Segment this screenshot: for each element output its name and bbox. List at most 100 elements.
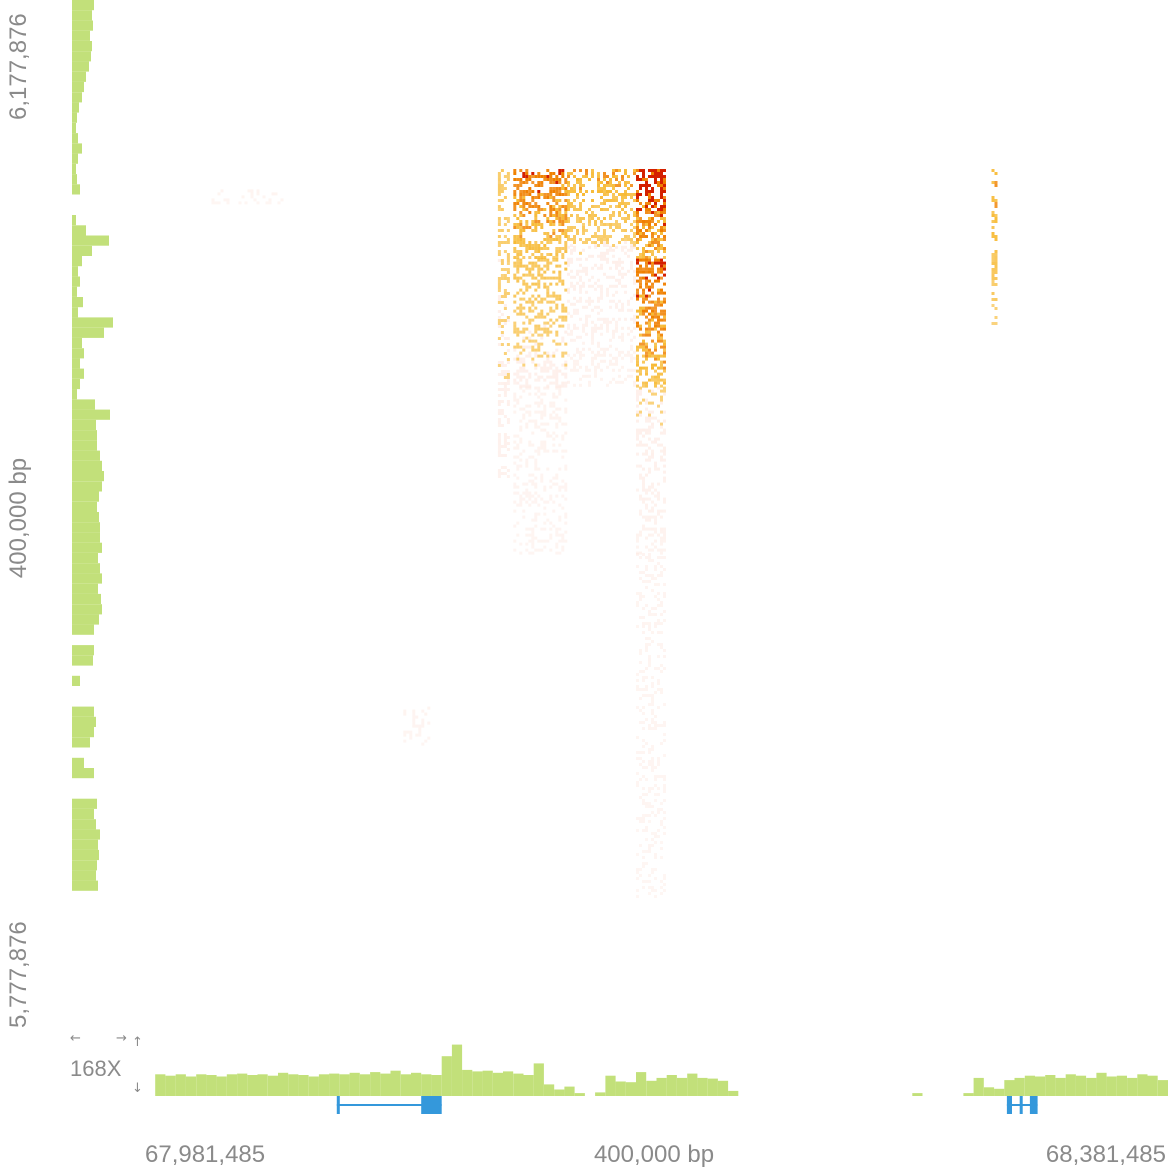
contact-cell (645, 829, 648, 832)
contact-cell (645, 297, 648, 301)
contact-cell (531, 527, 535, 531)
contact-cell (642, 309, 645, 313)
contact-cell (645, 256, 648, 259)
contact-cell (636, 297, 639, 301)
gene[interactable] (336, 1096, 442, 1114)
contact-cell (564, 247, 568, 250)
contact-cell (991, 211, 995, 214)
contact-cell (534, 297, 538, 301)
contact-cell (540, 422, 544, 426)
contact-cell (525, 220, 529, 223)
contact-heatmap[interactable] (211, 169, 998, 898)
contact-cell (591, 275, 594, 279)
contact-cell (636, 232, 639, 235)
contact-cell (519, 375, 523, 379)
contact-cell (642, 727, 645, 730)
contact-cell (642, 739, 645, 742)
contact-cell (561, 339, 565, 343)
contact-cell (660, 425, 663, 429)
coverage-bar (72, 122, 76, 134)
contact-cell (546, 431, 550, 435)
contact-cell (660, 458, 663, 462)
contact-cell (636, 751, 639, 754)
contact-cell (636, 781, 639, 784)
contact-cell (639, 256, 642, 259)
contact-cell (654, 565, 657, 568)
contact-cell (609, 284, 612, 288)
contact-cell (543, 208, 547, 211)
contact-cell (657, 184, 660, 187)
contact-cell (645, 357, 648, 361)
contact-cell (540, 497, 544, 501)
contact-cell (500, 466, 504, 469)
contact-cell (268, 198, 272, 202)
contact-cell (567, 193, 570, 196)
contact-cell (537, 208, 541, 211)
contact-cell (651, 811, 654, 814)
contact-cell (522, 312, 526, 316)
contact-cell (543, 264, 547, 268)
contact-cell (503, 319, 507, 322)
contact-cell (555, 208, 559, 211)
contact-cell (528, 479, 532, 483)
contact-cell (651, 838, 654, 841)
contact-cell (648, 637, 651, 640)
contact-cell (630, 317, 633, 321)
contact-cell (648, 437, 651, 441)
contact-cell (513, 300, 517, 304)
contact-cell (663, 778, 666, 781)
contact-cell (648, 886, 651, 889)
contact-cell (654, 625, 657, 628)
contact-cell (627, 238, 630, 241)
coverage-bar (72, 41, 92, 52)
coverage-bar (72, 819, 96, 830)
coverage-bar (72, 358, 80, 369)
contact-cell (522, 291, 526, 295)
contact-cell (654, 273, 657, 277)
contact-cell (642, 485, 645, 489)
contact-cell (991, 256, 995, 259)
contact-cell (642, 178, 645, 181)
contact-cell (503, 289, 507, 292)
contact-cell (403, 733, 407, 737)
contact-cell (497, 442, 501, 445)
contact-cell (994, 259, 998, 262)
contact-cell (636, 419, 639, 423)
contact-cell (630, 208, 633, 211)
coverage-bar (72, 757, 84, 768)
contact-cell (564, 250, 568, 253)
contact-cell (663, 527, 666, 531)
contact-cell (615, 356, 618, 360)
contact-cell (636, 625, 639, 628)
gene[interactable] (1006, 1096, 1038, 1114)
contact-cell (570, 356, 573, 360)
contact-cell (660, 384, 663, 388)
y-axis-end-label: 6,177,876 (5, 13, 32, 120)
y-axis-span-label: 400,000 bp (5, 458, 32, 578)
contact-cell (645, 488, 648, 492)
contact-cell (528, 270, 532, 274)
contact-cell (612, 260, 615, 264)
contact-cell (555, 342, 559, 346)
contact-cell (525, 315, 529, 319)
contact-cell (603, 257, 606, 261)
contact-cell (500, 454, 504, 457)
contact-cell (506, 271, 510, 274)
contact-cell (651, 354, 654, 358)
gene-annotation-track[interactable] (336, 1096, 1038, 1114)
coverage-bar (72, 256, 82, 267)
contact-cell (651, 172, 654, 175)
contact-cell (624, 217, 627, 220)
contact-cell (660, 556, 663, 559)
coverage-bar (359, 1074, 370, 1096)
contact-cell (660, 196, 663, 199)
contact-cell (217, 201, 221, 205)
contact-cell (654, 868, 657, 871)
contact-cell (606, 320, 609, 324)
contact-cell (630, 193, 633, 196)
contact-cell (588, 178, 591, 181)
contact-cell (615, 196, 618, 199)
contact-cell (600, 223, 603, 226)
contact-cell (645, 850, 648, 853)
contact-cell (612, 169, 615, 172)
